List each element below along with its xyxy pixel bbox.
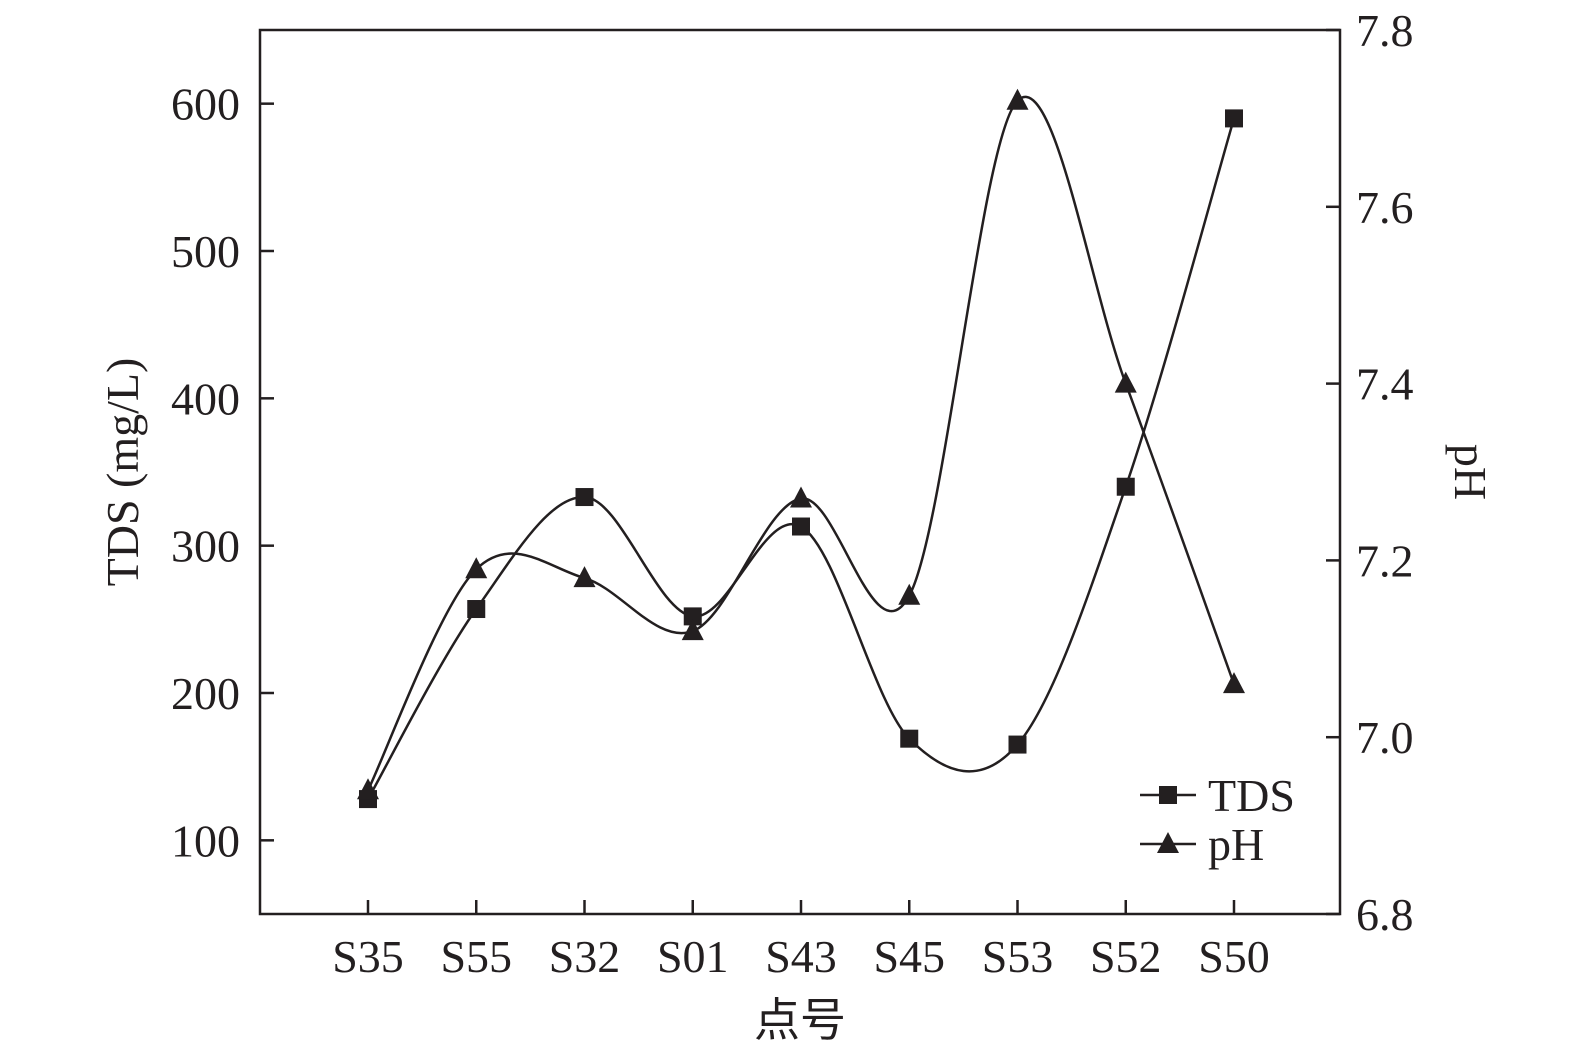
data-point-tds [1225,109,1243,128]
data-point-tds [467,600,486,619]
right-y-tick-label: 6.8 [1356,889,1414,940]
data-point-ph [790,486,812,508]
x-tick-label: S35 [332,931,404,982]
data-point-ph [898,583,921,605]
x-tick-label: S32 [549,931,621,982]
right-y-tick-label: 7.2 [1356,535,1414,586]
data-point-tds [792,517,810,536]
left-y-axis-title: TDS (mg/L) [97,358,148,587]
right-y-tick-label: 7.0 [1356,712,1414,763]
left-y-tick-label: 100 [171,815,240,866]
x-tick-label: S52 [1090,931,1162,982]
legend: TDS pH [1140,770,1295,870]
legend-label-ph: pH [1208,819,1264,870]
x-tick-label: S55 [440,931,512,982]
series-layer [357,88,1245,809]
x-tick-label: S45 [873,931,945,982]
data-point-tds [1116,477,1135,496]
left-y-tick-label: 200 [171,668,240,719]
legend-marker-ph [1157,832,1179,853]
left-y-tick-label: 600 [171,79,240,130]
data-point-ph [681,619,704,641]
data-point-tds [683,607,702,626]
left-y-tick-label: 400 [171,373,240,424]
series-line-tds [366,118,1236,800]
data-point-tds [575,488,594,507]
left-y-tick-label: 300 [171,521,240,572]
right-y-axis: 6.8 7.0 7.2 7.4 7.6 7.8 [1326,5,1414,940]
x-tick-label: S50 [1198,931,1270,982]
data-point-ph [1223,672,1245,694]
right-y-axis-title: pH [1445,444,1496,500]
data-point-tds [900,729,919,748]
data-point-ph [1114,371,1137,393]
x-tick-label: S53 [982,931,1054,982]
right-y-tick-label: 7.6 [1356,182,1414,233]
series-line-ph [366,96,1236,791]
left-y-tick-label: 500 [171,226,240,277]
data-point-ph [1006,88,1029,110]
legend-label-tds: TDS [1208,770,1295,821]
right-y-tick-label: 7.4 [1356,359,1414,410]
plot-frame [258,28,1342,916]
data-point-ph [573,566,596,588]
x-axis: S35 S55 S32 S01 S43 S45 S53 S52 S50 [332,900,1270,982]
data-point-ph [357,778,379,800]
right-y-tick-label: 7.8 [1356,5,1414,56]
data-point-tds [1008,735,1027,754]
data-point-ph [465,557,488,579]
x-tick-label: S43 [765,931,837,982]
legend-marker-tds [1159,786,1177,804]
x-axis-title: 点号 [754,995,846,1046]
left-y-axis: 100 200 300 400 500 600 [171,79,274,866]
x-tick-label: S01 [657,931,729,982]
